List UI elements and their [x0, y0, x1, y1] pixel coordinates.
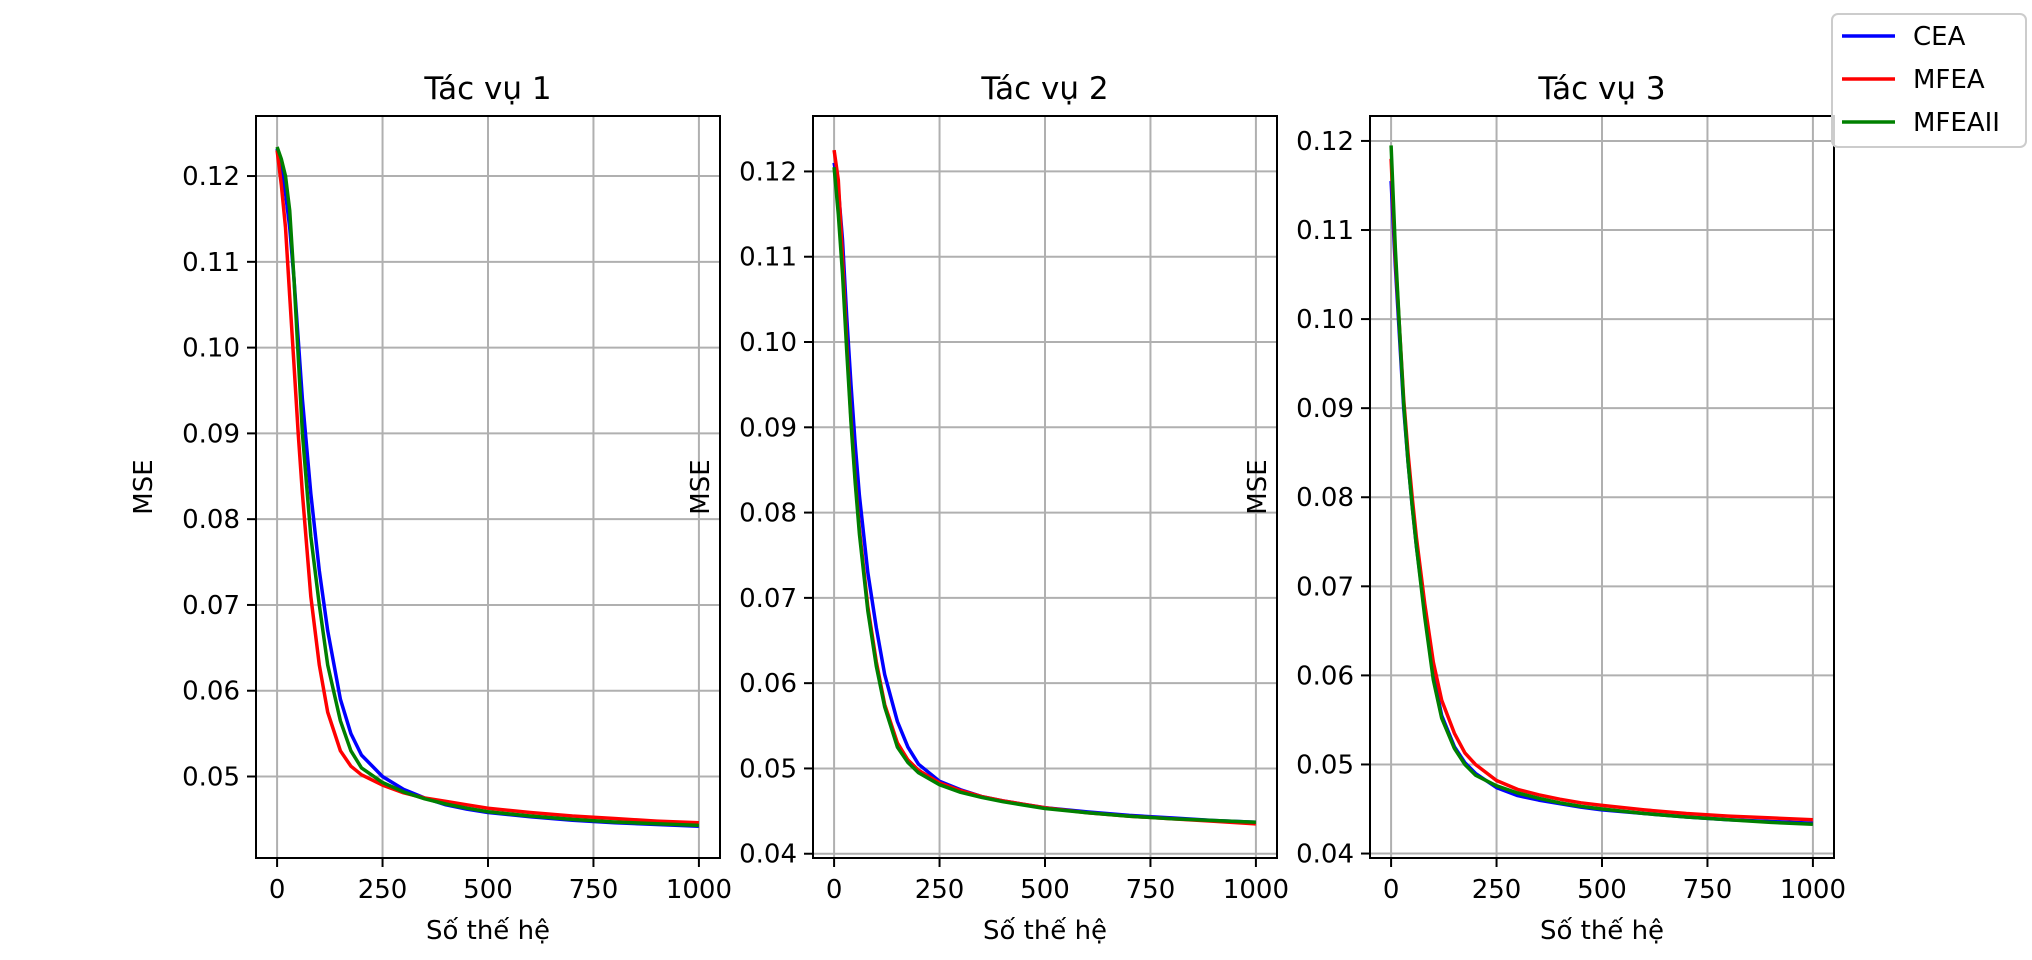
y-tick-label: 0.12 — [739, 157, 797, 187]
y-tick-label: 0.08 — [739, 499, 797, 529]
x-tick-label: 750 — [1126, 875, 1176, 905]
subplot-title: Tác vụ 2 — [980, 71, 1108, 107]
y-axis-label: MSE — [129, 459, 159, 514]
subplot-1: 0 250 500 750 1000 0.05 0.06 0.07 0.08 0.09 0.10 0.… — [129, 71, 732, 946]
x-tick-label: 500 — [1020, 875, 1070, 905]
x-tick-label: 750 — [569, 875, 619, 905]
x-axis-label: Số thế hệ — [983, 916, 1107, 946]
x-tick-label: 250 — [1472, 875, 1522, 905]
subplot-2: 0 250 500 750 1000 0.04 0.05 0.06 0.07 0.08 0.09 0.… — [686, 71, 1289, 946]
y-tick-label: 0.07 — [739, 584, 797, 614]
x-tick-label: 0 — [269, 875, 286, 905]
legend: CEA MFEA MFEAII — [1831, 13, 2027, 148]
y-tick-label: 0.06 — [739, 669, 797, 699]
x-tick-label: 250 — [358, 875, 408, 905]
series-line-mfeaii — [1389, 145, 1813, 826]
y-tick-label: 0.07 — [1296, 572, 1354, 602]
y-tick-label: 0.05 — [182, 763, 240, 793]
y-tick-label: 0.11 — [739, 243, 797, 273]
series-line-mfeaii — [275, 146, 699, 828]
y-tick-label: 0.10 — [1296, 305, 1354, 335]
y-tick-label: 0.04 — [739, 840, 797, 870]
y-tick-label: 0.09 — [1296, 394, 1354, 424]
y-axis-label: MSE — [686, 459, 716, 514]
y-tick-label: 0.06 — [1296, 661, 1354, 691]
y-tick-label: 0.05 — [1296, 750, 1354, 780]
x-tick-label: 1000 — [1780, 875, 1846, 905]
x-tick-label: 0 — [826, 875, 843, 905]
series-line-mfea — [275, 150, 699, 825]
series-line-mfeaii — [832, 167, 1256, 824]
y-tick-label: 0.10 — [739, 328, 797, 358]
y-tick-label: 0.09 — [182, 419, 240, 449]
x-tick-label: 250 — [915, 875, 965, 905]
x-axis-label: Số thế hệ — [426, 916, 550, 946]
x-tick-label: 1000 — [1223, 875, 1289, 905]
legend-label-mfeaii: MFEAII — [1913, 108, 2000, 138]
y-tick-label: 0.09 — [739, 413, 797, 443]
y-tick-label: 0.05 — [739, 754, 797, 784]
y-tick-label: 0.10 — [182, 334, 240, 364]
subplots-container: 0 250 500 750 1000 0.05 0.06 0.07 0.08 0.09 0.10 0.… — [129, 71, 1846, 946]
subplot-3: 0 250 500 750 1000 0.04 0.05 0.06 0.07 0.08 0.09 0.… — [1243, 71, 1846, 946]
y-tick-label: 0.06 — [182, 677, 240, 707]
x-tick-label: 0 — [1383, 875, 1400, 905]
y-tick-label: 0.08 — [1296, 483, 1354, 513]
subplot-title: Tác vụ 3 — [1537, 71, 1665, 107]
y-tick-label: 0.11 — [1296, 216, 1354, 246]
legend-frame — [1831, 13, 2027, 148]
y-tick-label: 0.12 — [1296, 127, 1354, 157]
legend-label-cea: CEA — [1913, 22, 1966, 52]
x-axis-label: Số thế hệ — [1540, 916, 1664, 946]
subplot-title: Tác vụ 1 — [423, 71, 551, 107]
y-tick-label: 0.07 — [182, 591, 240, 621]
y-tick-label: 0.08 — [182, 505, 240, 535]
x-tick-label: 500 — [1577, 875, 1627, 905]
y-tick-label: 0.04 — [1296, 840, 1354, 870]
x-tick-label: 750 — [1683, 875, 1733, 905]
y-tick-label: 0.12 — [182, 162, 240, 192]
x-tick-label: 500 — [463, 875, 513, 905]
legend-label-mfea: MFEA — [1913, 65, 1985, 95]
y-tick-label: 0.11 — [182, 248, 240, 278]
x-tick-label: 1000 — [666, 875, 732, 905]
y-axis-label: MSE — [1243, 459, 1273, 514]
